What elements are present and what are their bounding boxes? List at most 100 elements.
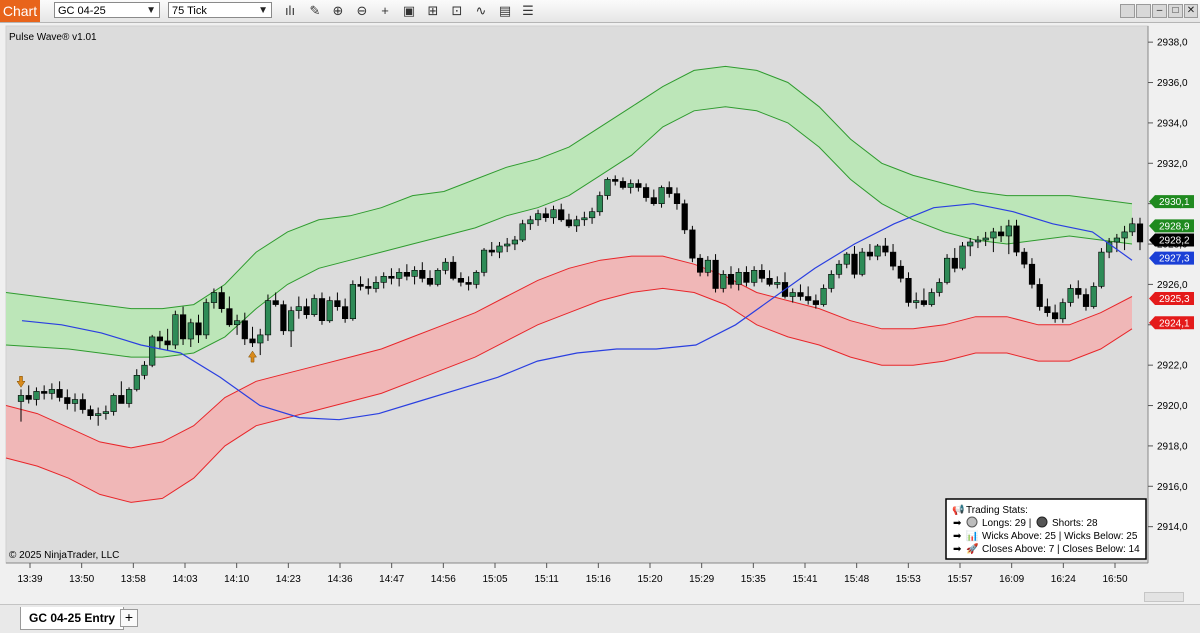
candle[interactable] bbox=[341, 298, 349, 323]
candle[interactable] bbox=[859, 248, 866, 277]
candle[interactable] bbox=[642, 183, 650, 202]
candle[interactable] bbox=[48, 383, 55, 400]
properties-icon[interactable]: ▣ bbox=[402, 3, 416, 18]
candle[interactable] bbox=[1044, 298, 1051, 317]
candle[interactable] bbox=[473, 270, 480, 289]
candle[interactable] bbox=[450, 256, 457, 281]
candle[interactable] bbox=[149, 334, 156, 368]
candle[interactable] bbox=[133, 369, 140, 392]
candle[interactable] bbox=[234, 314, 241, 335]
candle[interactable] bbox=[704, 256, 711, 277]
window-blank-button[interactable] bbox=[1120, 4, 1135, 18]
candle[interactable] bbox=[388, 268, 395, 285]
candle[interactable] bbox=[866, 244, 873, 261]
candle[interactable] bbox=[56, 381, 63, 402]
candle[interactable] bbox=[650, 189, 657, 206]
candle[interactable] bbox=[1067, 284, 1074, 307]
instrument-selector[interactable]: GC 04-25 ▼ bbox=[54, 2, 160, 18]
candle[interactable] bbox=[666, 181, 673, 198]
candle[interactable] bbox=[596, 191, 603, 216]
candle[interactable] bbox=[612, 175, 619, 186]
candle[interactable] bbox=[218, 286, 225, 313]
zoom-out-icon[interactable]: ⊖ bbox=[356, 3, 368, 18]
candle[interactable] bbox=[943, 254, 951, 285]
candle[interactable] bbox=[974, 235, 982, 249]
candle[interactable] bbox=[1129, 217, 1136, 236]
candle[interactable] bbox=[828, 270, 835, 293]
tab-gc-entry[interactable]: GC 04-25 Entry bbox=[20, 607, 125, 630]
candle[interactable] bbox=[41, 385, 48, 400]
candle[interactable] bbox=[17, 389, 25, 422]
candle[interactable] bbox=[1052, 304, 1059, 323]
candle[interactable] bbox=[110, 393, 117, 416]
candle[interactable] bbox=[280, 300, 287, 335]
candle[interactable] bbox=[396, 268, 403, 287]
candle[interactable] bbox=[272, 292, 279, 307]
candle[interactable] bbox=[311, 294, 318, 317]
candle[interactable] bbox=[797, 284, 804, 301]
candle[interactable] bbox=[318, 292, 326, 325]
zoom-in-icon[interactable]: ⊕ bbox=[332, 3, 344, 18]
candle[interactable] bbox=[33, 387, 40, 406]
candle[interactable] bbox=[951, 248, 958, 273]
candle[interactable] bbox=[118, 381, 125, 404]
add-tab-button[interactable]: + bbox=[120, 609, 138, 627]
candle[interactable] bbox=[488, 242, 495, 257]
candle[interactable] bbox=[959, 242, 966, 271]
candle[interactable] bbox=[64, 389, 71, 410]
candle[interactable] bbox=[156, 330, 164, 350]
candle[interactable] bbox=[604, 177, 611, 200]
close-button[interactable]: ✕ bbox=[1184, 4, 1198, 18]
candle[interactable] bbox=[419, 262, 426, 283]
candle[interactable] bbox=[380, 272, 387, 289]
candle[interactable] bbox=[87, 405, 94, 420]
candle[interactable] bbox=[743, 266, 750, 287]
candle[interactable] bbox=[79, 393, 86, 414]
candle[interactable] bbox=[141, 361, 148, 380]
candle[interactable] bbox=[967, 237, 974, 257]
draw-pencil-icon[interactable]: ✎ bbox=[309, 3, 321, 18]
candle[interactable] bbox=[303, 298, 310, 319]
chart-menu-button[interactable]: Chart bbox=[0, 0, 40, 22]
candle[interactable] bbox=[696, 254, 704, 277]
candle[interactable] bbox=[264, 294, 272, 341]
menu-icon[interactable]: ☰ bbox=[522, 3, 534, 18]
move-icon[interactable]: ⊞ bbox=[427, 3, 439, 18]
candle[interactable] bbox=[365, 278, 372, 295]
candle[interactable] bbox=[635, 179, 642, 192]
candle[interactable] bbox=[751, 266, 758, 287]
candle[interactable] bbox=[210, 288, 218, 309]
candle[interactable] bbox=[403, 264, 411, 281]
bar-type-icon[interactable]: ılı bbox=[284, 3, 296, 18]
candle[interactable] bbox=[126, 387, 133, 408]
candle[interactable] bbox=[758, 264, 765, 283]
interval-selector[interactable]: 75 Tick ▼ bbox=[168, 2, 272, 18]
candle[interactable] bbox=[326, 296, 333, 323]
window-blank-button[interactable] bbox=[1136, 4, 1151, 18]
candle[interactable] bbox=[658, 185, 665, 208]
candle[interactable] bbox=[673, 187, 681, 210]
candle[interactable] bbox=[565, 213, 572, 228]
candle[interactable] bbox=[1028, 258, 1036, 289]
candle[interactable] bbox=[442, 258, 449, 275]
candle[interactable] bbox=[496, 242, 503, 259]
candle[interactable] bbox=[874, 244, 881, 261]
candle[interactable] bbox=[527, 215, 534, 230]
candle[interactable] bbox=[1021, 248, 1028, 269]
candle[interactable] bbox=[164, 328, 171, 352]
candle[interactable] bbox=[1082, 288, 1090, 311]
candle[interactable] bbox=[334, 292, 341, 311]
candle[interactable] bbox=[920, 288, 927, 307]
candle[interactable] bbox=[905, 272, 912, 307]
candle[interactable] bbox=[1136, 217, 1144, 251]
candle[interactable] bbox=[588, 207, 596, 224]
candle[interactable] bbox=[434, 268, 441, 287]
candle[interactable] bbox=[720, 270, 727, 293]
candle[interactable] bbox=[889, 244, 897, 271]
candle[interactable] bbox=[71, 393, 79, 412]
candle[interactable] bbox=[982, 231, 989, 247]
candle[interactable] bbox=[249, 326, 256, 347]
candle[interactable] bbox=[1005, 219, 1012, 255]
candle[interactable] bbox=[558, 203, 565, 222]
candle[interactable] bbox=[1106, 237, 1113, 259]
